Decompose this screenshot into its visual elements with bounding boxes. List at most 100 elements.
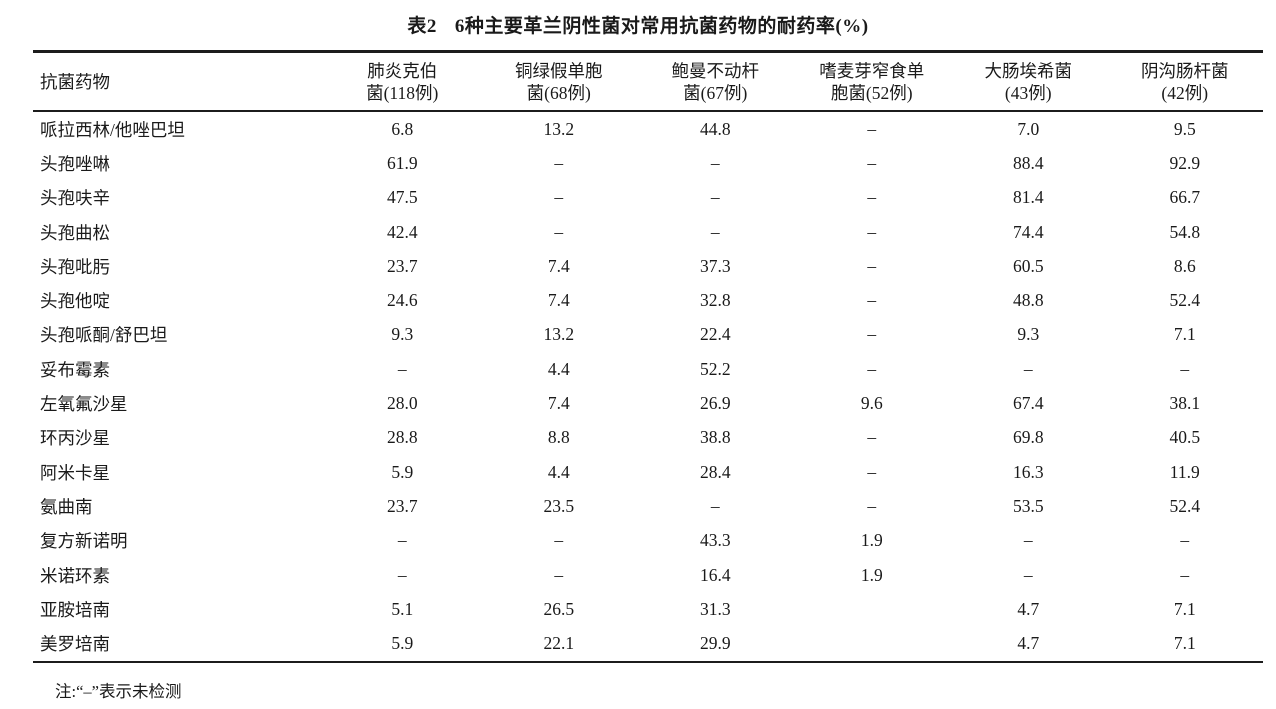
value-cell: –: [554, 152, 564, 173]
value-cell: –: [710, 495, 720, 516]
drug-name-cell: 哌拉西林/他唑巴坦: [40, 119, 185, 140]
column-header-organism: 肺炎克伯 菌(118例): [324, 52, 481, 112]
table-title: 6种主要革兰阴性菌对常用抗菌药物的耐药率(%): [454, 16, 869, 37]
table-row: 左氧氟沙星 28.0 7.4 26.9 9.6 67.4 38.1: [33, 386, 1263, 420]
table-row: 头孢哌酮/舒巴坦 9.3 13.2 22.4 – 9.3 7.1: [33, 318, 1263, 352]
value-cell: 7.1: [1173, 633, 1196, 654]
table-row: 哌拉西林/他唑巴坦 6.8 13.2 44.8 – 7.0 9.5: [33, 111, 1263, 146]
drug-name-cell: 头孢呋辛: [40, 188, 110, 209]
drug-name-cell: 头孢曲松: [40, 222, 110, 243]
value-cell: –: [397, 530, 407, 551]
value-cell: 44.8: [699, 118, 731, 139]
value-cell: –: [710, 152, 720, 173]
table-number: 表2: [407, 16, 437, 37]
drug-name-cell: 头孢他啶: [40, 291, 110, 312]
value-cell: 32.8: [699, 290, 731, 311]
value-cell: 22.4: [699, 324, 731, 345]
value-cell: 37.3: [699, 255, 731, 276]
table-row: 亚胺培南 5.1 26.5 31.3 4.7 7.1: [33, 592, 1263, 626]
value-cell: 8.6: [1173, 255, 1196, 276]
value-cell: –: [710, 221, 720, 242]
value-cell: 52.2: [699, 358, 731, 379]
value-cell: 7.0: [1017, 118, 1040, 139]
value-cell: 31.3: [699, 598, 731, 619]
value-cell: –: [1023, 358, 1033, 379]
value-cell: 67.4: [1012, 393, 1044, 414]
drug-name-cell: 阿米卡星: [40, 462, 110, 483]
column-header-organism: 阴沟肠杆菌 (42例): [1107, 52, 1264, 112]
value-cell: 11.9: [1169, 461, 1200, 482]
value-cell: 26.5: [543, 598, 575, 619]
value-cell: 22.1: [543, 633, 575, 654]
value-cell: 13.2: [543, 324, 575, 345]
value-cell: –: [554, 221, 564, 242]
value-cell: 66.7: [1169, 187, 1201, 208]
value-cell: –: [1023, 530, 1033, 551]
value-cell: 40.5: [1169, 427, 1201, 448]
value-cell: 92.9: [1169, 152, 1201, 173]
value-cell: –: [867, 358, 877, 379]
value-cell: 74.4: [1012, 221, 1044, 242]
table-body: 哌拉西林/他唑巴坦 6.8 13.2 44.8 – 7.0 9.5 头孢唑啉 61.9 – – – 88…: [33, 111, 1263, 662]
value-cell: 29.9: [699, 633, 731, 654]
value-cell: 4.7: [1017, 633, 1040, 654]
drug-name-cell: 环丙沙星: [40, 428, 110, 449]
organism-name-line1: 大肠埃希菌: [984, 61, 1073, 81]
value-cell: –: [867, 290, 877, 311]
value-cell: –: [554, 564, 564, 585]
value-cell: 6.8: [391, 118, 414, 139]
value-cell: 23.5: [543, 495, 575, 516]
table-row: 美罗培南 5.9 22.1 29.9 4.7 7.1: [33, 626, 1263, 661]
value-cell: 38.8: [699, 427, 731, 448]
value-cell: 60.5: [1012, 255, 1044, 276]
organism-name-line2: (42例): [1161, 83, 1209, 103]
table-row: 妥布霉素 – 4.4 52.2 – – –: [33, 352, 1263, 386]
drug-name-cell: 头孢吡肟: [40, 256, 110, 277]
value-cell: 7.4: [547, 290, 570, 311]
value-cell: 8.8: [547, 427, 570, 448]
value-cell: –: [867, 427, 877, 448]
value-cell: 53.5: [1012, 495, 1044, 516]
drug-name-cell: 美罗培南: [40, 634, 110, 655]
column-header-drug: 抗菌药物: [40, 72, 110, 92]
value-cell: 9.5: [1173, 118, 1196, 139]
value-cell: –: [867, 461, 877, 482]
value-cell: 28.4: [699, 461, 731, 482]
drug-name-cell: 复方新诺明: [40, 531, 128, 552]
value-cell: 28.8: [386, 427, 418, 448]
table-row: 复方新诺明 – – 43.3 1.9 – –: [33, 524, 1263, 558]
table-row: 环丙沙星 28.8 8.8 38.8 – 69.8 40.5: [33, 421, 1263, 455]
value-cell: –: [397, 358, 407, 379]
value-cell: –: [710, 187, 720, 208]
table-row: 氨曲南 23.7 23.5 – – 53.5 52.4: [33, 489, 1263, 523]
value-cell: [794, 626, 951, 661]
value-cell: 24.6: [386, 290, 418, 311]
value-cell: 1.9: [860, 564, 883, 585]
value-cell: 42.4: [386, 221, 418, 242]
value-cell: 4.4: [547, 461, 570, 482]
column-header-organism: 铜绿假单胞 菌(68例): [481, 52, 638, 112]
table-row: 头孢曲松 42.4 – – – 74.4 54.8: [33, 215, 1263, 249]
value-cell: 26.9: [699, 393, 731, 414]
organism-name-line1: 阴沟肠杆菌: [1141, 61, 1229, 81]
value-cell: 54.8: [1169, 221, 1201, 242]
value-cell: 38.1: [1169, 393, 1201, 414]
drug-name-cell: 氨曲南: [40, 496, 93, 517]
table-header: 抗菌药物 肺炎克伯 菌(118例) 铜绿假单胞 菌(68例) 鲍曼不动杆 菌(67例) 嗜麦芽…: [33, 52, 1264, 112]
value-cell: –: [867, 221, 877, 242]
organism-name-line1: 嗜麦芽窄食单: [819, 61, 925, 81]
value-cell: 16.3: [1012, 461, 1044, 482]
table-row: 阿米卡星 5.9 4.4 28.4 – 16.3 11.9: [33, 455, 1263, 489]
value-cell: 48.8: [1012, 290, 1044, 311]
value-cell: 13.2: [543, 118, 575, 139]
value-cell: –: [554, 530, 564, 551]
value-cell: 43.3: [699, 530, 731, 551]
value-cell: 47.5: [386, 187, 418, 208]
value-cell: –: [867, 187, 877, 208]
column-header-organism: 大肠埃希菌 (43例): [950, 52, 1107, 112]
drug-name-cell: 妥布霉素: [40, 359, 110, 380]
value-cell: –: [867, 118, 877, 139]
table-row: 米诺环素 – – 16.4 1.9 – –: [33, 558, 1263, 592]
value-cell: 9.6: [860, 393, 883, 414]
